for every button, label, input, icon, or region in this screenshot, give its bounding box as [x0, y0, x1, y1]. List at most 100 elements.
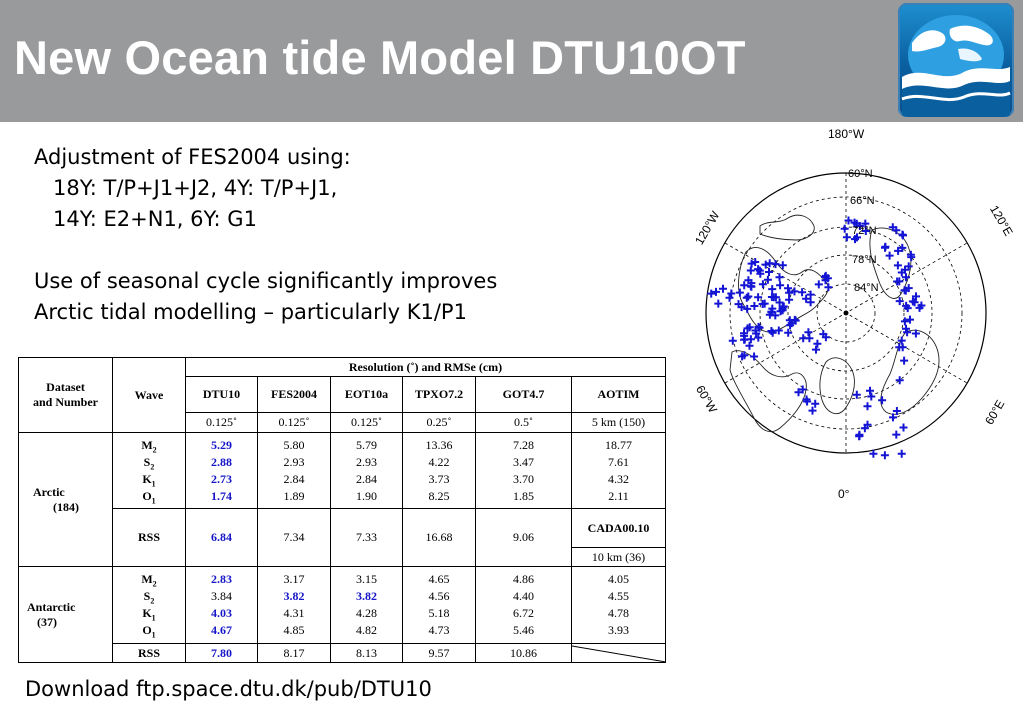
station-marker [798, 288, 807, 297]
station-marker [790, 287, 799, 296]
label-84n: 84°N [854, 282, 879, 294]
resolution-cell: 0.125˚ [185, 412, 258, 433]
dtu-space-logo [898, 3, 1014, 117]
station-marker [894, 246, 903, 255]
land-outlines [729, 214, 940, 432]
resolution-cell: 0.125˚ [257, 412, 331, 433]
arctic-label: Arctic (184) [18, 432, 113, 567]
wave-header: Wave [112, 357, 186, 433]
station-marker [806, 298, 815, 307]
arctic-polar-map: 180°W 0° 120°W 120°E 60°W 60°E 60°N 66°N… [692, 127, 1016, 501]
station-marker [888, 223, 897, 232]
arctic-tpxo-values: 13.36 4.22 3.73 8.25 [402, 432, 476, 509]
station-marker [863, 402, 872, 411]
station-marker [778, 306, 787, 315]
station-marker [776, 281, 785, 290]
station-marker [912, 292, 920, 301]
station-marker [900, 356, 909, 365]
resolution-cell: 0.25˚ [402, 412, 476, 433]
station-marker [855, 430, 864, 439]
antarctic-rss-got: 10.86 [475, 643, 572, 663]
arctic-rss-eot10a: 7.33 [330, 508, 403, 567]
station-marker [899, 231, 907, 240]
label-120e: 120°E [987, 203, 1016, 238]
intro-line-4: Use of seasonal cycle significantly impr… [34, 269, 498, 293]
label-0: 0° [838, 487, 850, 501]
station-marker [895, 297, 904, 306]
station-marker [861, 219, 870, 228]
antarctic-fes2004-values: 3.17 3.82 4.31 4.85 [257, 566, 331, 644]
arctic-eot10a-values: 5.79 2.93 2.84 1.90 [330, 432, 403, 509]
label-66n: 66°N [850, 195, 875, 207]
station-marker [725, 293, 734, 302]
label-60n: 60°N [848, 168, 873, 180]
station-marker [902, 301, 911, 310]
station-marker [755, 266, 764, 275]
label-78n: 78°N [852, 254, 877, 266]
station-marker [814, 280, 823, 289]
station-marker [844, 216, 853, 225]
station-marker [802, 395, 811, 404]
station-marker [861, 227, 870, 235]
model-header: GOT4.7 [475, 376, 572, 413]
model-header: EOT10a [330, 376, 403, 413]
resolution-cell: 0.125˚ [330, 412, 403, 433]
station-marker [719, 284, 727, 293]
station-marker [740, 335, 749, 344]
station-marker [885, 251, 894, 260]
station-marker [740, 281, 749, 290]
cada-model-header: CADA00.10 [571, 508, 666, 548]
station-marker [824, 283, 833, 292]
station-marker [889, 413, 897, 422]
title-bar: New Ocean tide Model DTU10OT [0, 0, 1023, 122]
station-marker [744, 292, 753, 301]
station-marker [842, 233, 851, 242]
station-marker [787, 319, 796, 328]
station-marker [869, 449, 878, 458]
station-marker [735, 288, 744, 297]
station-marker [747, 259, 756, 268]
station-marker [714, 299, 723, 308]
label-72n: 72°N [852, 225, 877, 237]
station-marker [728, 336, 737, 345]
station-marker [784, 328, 793, 337]
model-header: AOTIM [571, 376, 666, 413]
rmse-table: Dataset and Number Wave Resolution (˚) an… [18, 357, 666, 663]
station-marker [768, 304, 777, 313]
station-marker [821, 271, 830, 280]
intro-line-5: Arctic tidal modelling – particularly K1… [34, 300, 467, 324]
intro-line-1: Adjustment of FES2004 using: [34, 145, 351, 169]
antarctic-got-values: 4.86 4.40 6.72 5.46 [475, 566, 572, 644]
model-header: FES2004 [257, 376, 331, 413]
station-marker [902, 273, 910, 282]
station-marker [774, 326, 783, 335]
arctic-rss-got: 9.06 [475, 508, 572, 567]
station-marker [911, 329, 920, 338]
antarctic-rss-fes2004: 8.17 [257, 643, 331, 663]
arctic-rss-fes2004: 7.34 [257, 508, 331, 567]
station-marker [775, 298, 784, 307]
station-marker [904, 284, 913, 293]
arctic-fes2004-values: 5.80 2.93 2.84 1.89 [257, 432, 331, 509]
station-marker [771, 260, 780, 269]
station-marker [804, 328, 813, 337]
station-marker [908, 297, 917, 306]
antarctic-label: Antarctic (37) [18, 566, 113, 663]
antarctic-rss-dtu10: 7.80 [185, 643, 258, 663]
station-marker [712, 287, 720, 296]
antarctic-aotim-values: 4.05 4.55 4.78 3.93 [571, 566, 666, 644]
station-marker [765, 268, 773, 276]
station-marker [892, 430, 901, 439]
station-marker [812, 345, 820, 354]
station-marker [821, 333, 830, 342]
station-marker [855, 222, 864, 230]
station-marker [754, 333, 763, 342]
center-pole [843, 310, 849, 316]
station-marker [851, 235, 859, 244]
resolution-header: Resolution (˚) and RMSe (cm) [185, 357, 666, 377]
download-link[interactable]: Download ftp.space.dtu.dk/pub/DTU10 [25, 677, 432, 701]
station-marker [811, 399, 820, 408]
station-marker [893, 277, 902, 286]
dataset-header: Dataset and Number [18, 357, 113, 433]
station-marker [900, 317, 909, 326]
